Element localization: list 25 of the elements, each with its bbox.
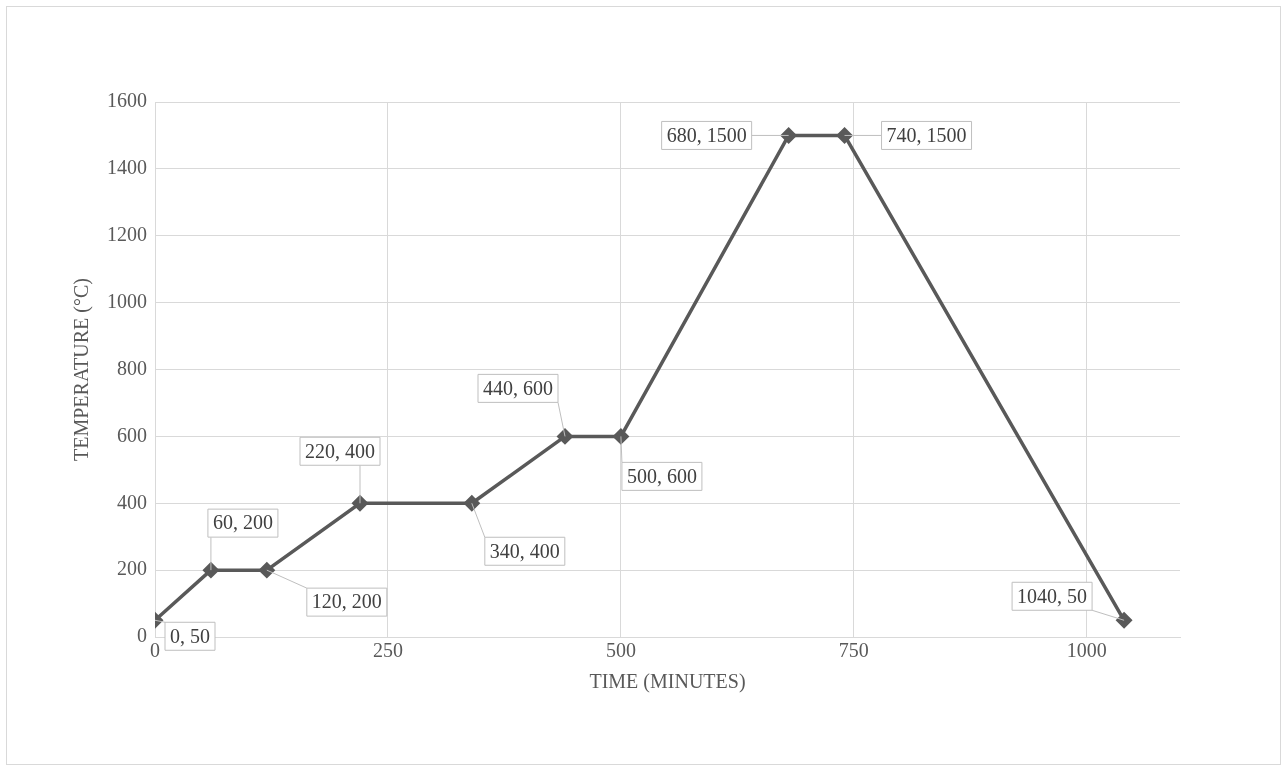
data-label: 500, 600: [626, 464, 697, 487]
y-tick-label: 1600: [107, 89, 147, 112]
x-axis-title: TIME (MINUTES): [589, 670, 746, 694]
data-label: 440, 600: [483, 376, 553, 399]
data-label: 1040, 50: [1017, 584, 1088, 607]
y-tick-label: 600: [117, 423, 147, 446]
y-tick-label: 1000: [107, 289, 147, 312]
data-label: 0, 50: [170, 624, 210, 647]
data-label: 120, 200: [311, 590, 382, 613]
data-label: 220, 400: [305, 439, 375, 462]
y-tick-label: 200: [117, 557, 147, 580]
x-tick-label: 1000: [1066, 639, 1107, 662]
x-tick-label: 500: [605, 639, 636, 662]
y-tick-label: 0: [137, 624, 147, 647]
y-axis-title: TEMPERATURE (°C): [70, 278, 94, 461]
data-label: 60, 200: [212, 511, 273, 534]
y-tick-label: 1200: [107, 223, 147, 245]
x-tick-label: 750: [838, 639, 869, 662]
y-tick-label: 1400: [107, 156, 147, 179]
y-tick-label: 400: [117, 490, 147, 513]
y-tick-label: 800: [117, 356, 147, 379]
data-label: 340, 400: [489, 539, 560, 562]
data-label: 680, 1500: [666, 123, 747, 146]
x-tick-label: 250: [372, 639, 403, 662]
data-label: 740, 1500: [886, 123, 967, 146]
